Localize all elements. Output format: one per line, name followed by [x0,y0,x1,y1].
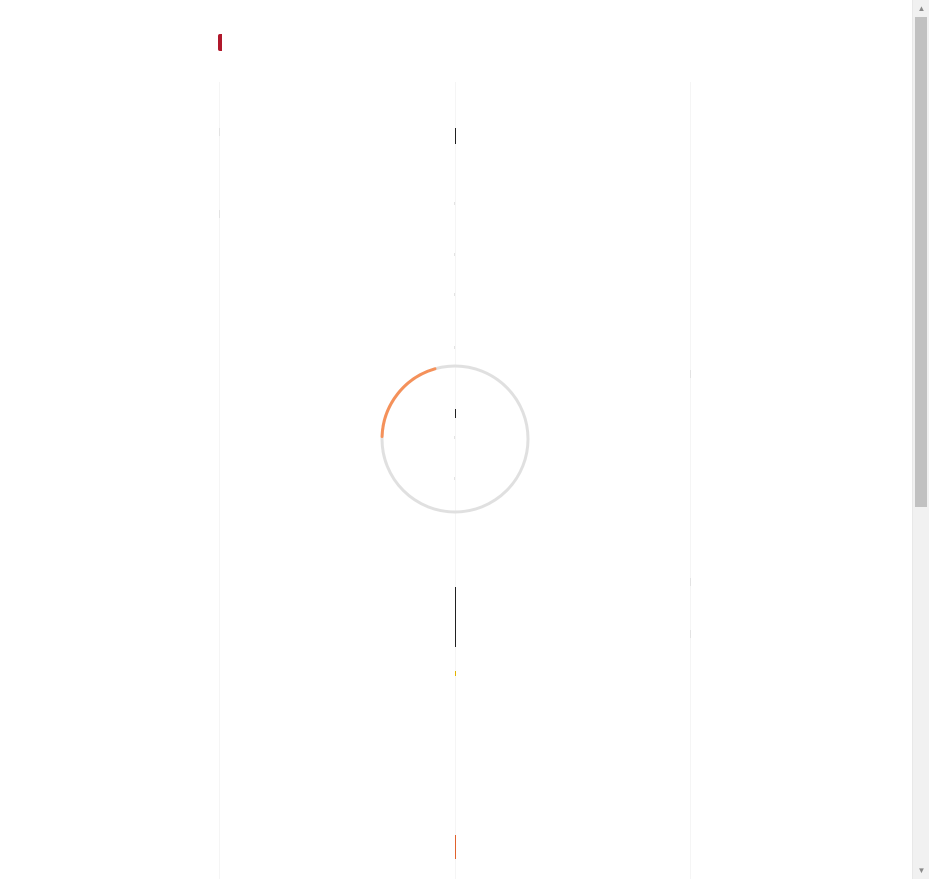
loading-spinner-icon [380,364,530,514]
layout-column-left [219,82,220,879]
placeholder-mark [454,346,455,349]
placeholder-mark [455,587,456,647]
spinner-track [380,364,530,514]
placeholder-mark [454,253,455,256]
placeholder-mark [454,477,455,480]
placeholder-mark [219,128,220,136]
placeholder-mark [690,578,691,586]
scroll-up-arrow-icon[interactable]: ▲ [917,4,926,13]
placeholder-mark [690,370,691,378]
layout-column-right [690,82,691,879]
vertical-scrollbar[interactable]: ▲ ▼ [912,0,929,879]
brand-logo-fragment[interactable] [218,34,222,51]
placeholder-mark [455,835,456,859]
placeholder-mark [454,202,455,205]
placeholder-mark [455,128,456,144]
placeholder-mark [454,436,455,439]
spinner-progress-arc [380,364,530,514]
placeholder-mark [455,409,456,418]
scroll-down-arrow-icon[interactable]: ▼ [917,866,926,875]
placeholder-mark [690,630,691,638]
placeholder-mark [219,210,220,218]
placeholder-mark [454,293,455,296]
placeholder-mark [455,671,456,676]
layout-column-center [455,82,456,879]
scrollbar-thumb[interactable] [915,17,927,507]
